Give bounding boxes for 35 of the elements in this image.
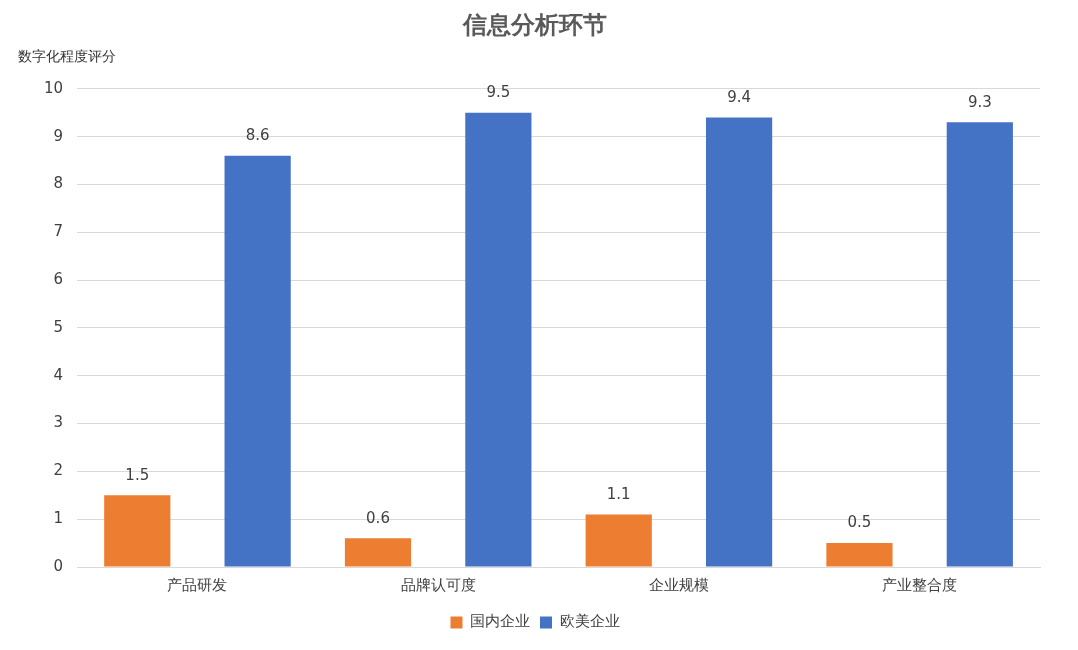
chart-title: 信息分析环节 [462, 10, 607, 39]
bar [946, 122, 1013, 567]
y-tick-label: 6 [53, 269, 64, 288]
y-tick-label: 0 [53, 556, 64, 575]
data-label: 8.6 [245, 126, 270, 145]
y-axis-title: 数字化程度评分 [18, 47, 116, 64]
bar [104, 495, 171, 567]
y-tick-label: 9 [53, 126, 64, 145]
bar [344, 538, 412, 567]
x-tick-label: 产业整合度 [882, 575, 958, 594]
y-tick-label: 5 [53, 317, 64, 336]
bar [585, 514, 652, 567]
data-label: 1.1 [606, 484, 631, 503]
x-tick-label: 品牌认可度 [400, 575, 476, 594]
y-tick-label: 10 [43, 78, 64, 97]
data-label: 0.6 [366, 508, 390, 527]
x-tick-label: 企业规模 [648, 575, 709, 594]
y-tick-label: 8 [53, 174, 64, 193]
data-label: 1.5 [125, 465, 150, 484]
y-tick-label: 3 [53, 413, 64, 432]
bar [705, 117, 773, 567]
data-label: 9.3 [967, 92, 992, 111]
x-tick-label: 产品研发 [167, 575, 228, 594]
data-label: 0.5 [847, 513, 872, 532]
bar [465, 112, 532, 567]
bar [224, 155, 291, 567]
legend-label: 欧美企业 [559, 612, 620, 631]
y-tick-label: 4 [53, 365, 64, 384]
y-tick-label: 1 [53, 509, 64, 528]
y-tick-label: 2 [53, 461, 64, 480]
legend-label: 国内企业 [470, 612, 530, 631]
data-label: 9.5 [486, 83, 511, 102]
data-label: 9.4 [727, 87, 752, 106]
y-tick-label: 7 [53, 222, 64, 241]
bar [826, 543, 893, 567]
